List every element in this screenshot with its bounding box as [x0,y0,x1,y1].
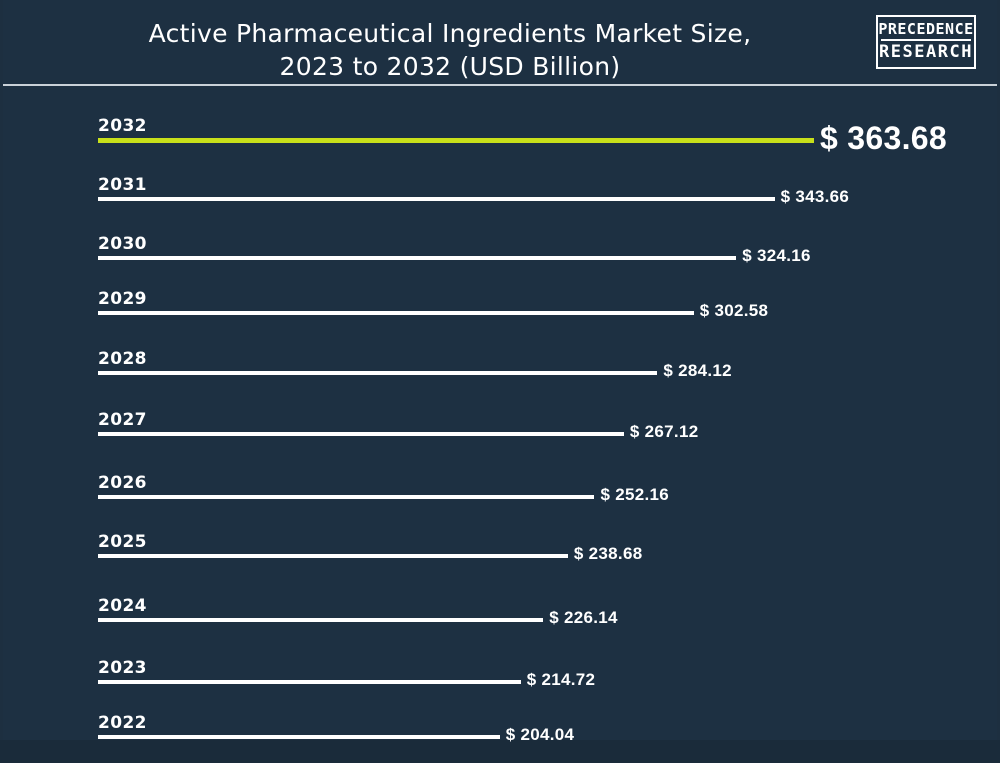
year-label-2023: 2023 [98,658,147,678]
value-label-2032: $ 363.68 [820,120,947,156]
value-label-2025: $ 238.68 [573,544,643,563]
bar-2023 [98,680,521,684]
bar-2032 [98,138,814,143]
chart-title-line-1: Active Pharmaceutical Ingredients Market… [148,19,752,48]
year-label-2029: 2029 [98,289,147,309]
bar-2029 [98,311,694,315]
year-label-2032: 2032 [98,116,147,136]
bottom-band [0,740,1000,763]
bar-2028 [98,371,658,375]
value-label-2029: $ 302.58 [699,301,769,320]
value-label-2030: $ 324.16 [742,246,811,265]
bar-2025 [98,554,568,558]
year-label-2022: 2022 [98,713,147,733]
value-label-2024: $ 226.14 [549,608,618,627]
year-label-2024: 2024 [98,596,147,616]
bar-2030 [98,256,737,260]
value-label-2027: $ 267.12 [629,422,699,441]
year-label-2025: 2025 [98,532,147,552]
year-label-2031: 2031 [98,175,147,195]
header-divider [3,84,997,86]
bar-2027 [98,432,624,436]
bar-2031 [98,197,775,201]
logo-divider [881,39,971,41]
chart-title: Active Pharmaceutical Ingredients Market… [60,17,840,83]
year-label-2028: 2028 [98,349,147,369]
chart-background [3,0,997,740]
bar-2022 [98,735,500,739]
value-label-2026: $ 252.16 [600,485,670,504]
year-label-2026: 2026 [98,473,147,493]
value-label-2023: $ 214.72 [526,670,596,689]
year-label-2030: 2030 [98,234,147,254]
precedence-research-logo: PRECEDENCE RESEARCH [876,15,976,69]
value-label-2022: $ 204.04 [505,725,575,744]
bar-2024 [98,618,544,622]
chart-title-line-2: 2023 to 2032 (USD Billion) [279,52,621,81]
logo-line-1: PRECEDENCE [878,20,974,38]
value-label-2031: $ 343.66 [780,187,850,206]
value-label-2028: $ 284.12 [663,361,732,380]
bar-2026 [98,495,595,499]
year-label-2027: 2027 [98,410,147,430]
logo-line-2: RESEARCH [879,42,973,62]
